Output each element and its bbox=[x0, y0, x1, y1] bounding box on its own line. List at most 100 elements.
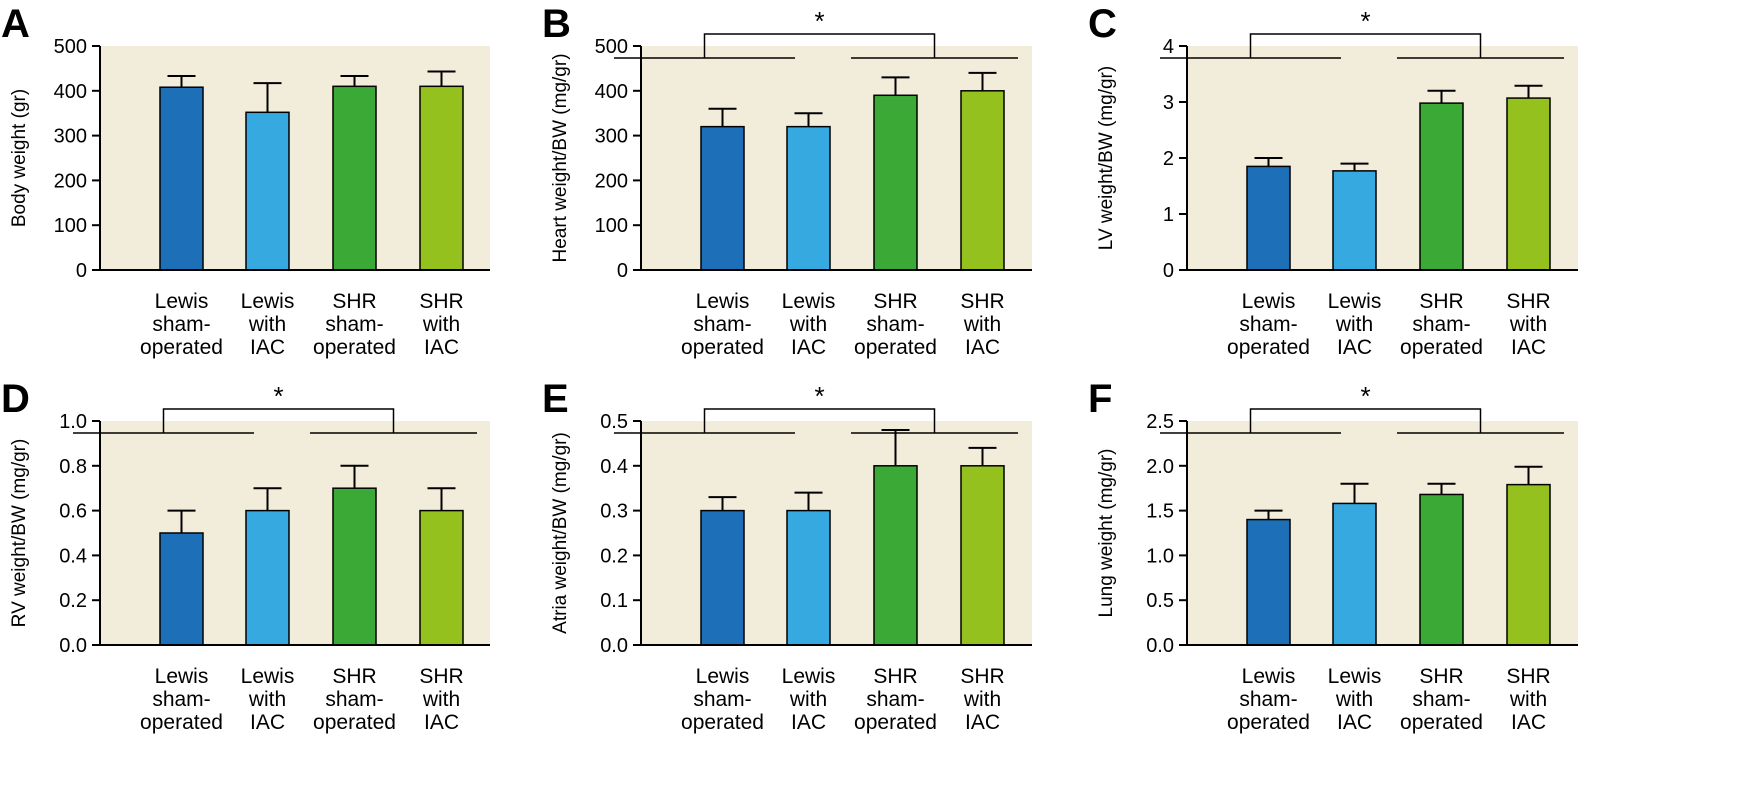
bar bbox=[419, 509, 464, 646]
category-label: SHR sham-operated bbox=[313, 290, 396, 359]
bar bbox=[700, 125, 745, 271]
bar bbox=[245, 509, 290, 646]
significance-marker: * bbox=[814, 381, 824, 411]
category-label: SHR sham-operated bbox=[1400, 290, 1483, 359]
category-label: Lewis sham-operated bbox=[681, 665, 764, 734]
y-tick-label: 0.1 bbox=[600, 590, 628, 612]
y-tick-label: 0.5 bbox=[1146, 590, 1174, 612]
y-tick-label: 500 bbox=[595, 36, 628, 58]
y-tick-label: 0 bbox=[76, 260, 87, 282]
bar bbox=[873, 465, 918, 646]
bar bbox=[245, 111, 290, 271]
significance-marker: * bbox=[814, 6, 824, 36]
y-tick-label: 0.8 bbox=[59, 456, 87, 478]
category-label: Lewis with IAC bbox=[241, 290, 295, 359]
panel-letter: C bbox=[1088, 2, 1117, 46]
category-label: SHR sham-operated bbox=[313, 665, 396, 734]
bar bbox=[786, 125, 831, 271]
bar bbox=[1506, 97, 1551, 271]
y-tick-label: 500 bbox=[54, 36, 87, 58]
chart-panel-c: C 0 1 2 3 4 LV weight/BW (mg/gr) Lewis sham-oper… bbox=[1088, 2, 1578, 359]
y-tick-label: 1.0 bbox=[59, 411, 87, 433]
category-label: Lewis sham-operated bbox=[140, 290, 223, 359]
category-label: SHR with IAC bbox=[1506, 665, 1550, 734]
y-tick-label: 3 bbox=[1163, 92, 1174, 114]
y-tick-label: 300 bbox=[595, 126, 628, 148]
y-tick-label: 0.0 bbox=[600, 635, 628, 657]
bar bbox=[1246, 518, 1291, 646]
bar bbox=[960, 90, 1005, 271]
category-label: Lewis with IAC bbox=[1328, 665, 1382, 734]
y-tick-label: 0.2 bbox=[600, 545, 628, 567]
y-tick-label: 0.2 bbox=[59, 590, 87, 612]
category-label: Lewis sham-operated bbox=[1227, 665, 1310, 734]
y-tick-label: 100 bbox=[595, 215, 628, 237]
y-tick-label: 2.0 bbox=[1146, 456, 1174, 478]
panel-letter: A bbox=[1, 2, 30, 46]
y-tick-label: 200 bbox=[54, 170, 87, 192]
y-tick-label: 1.0 bbox=[1146, 545, 1174, 567]
y-tick-label: 0.4 bbox=[600, 456, 628, 478]
bar bbox=[873, 94, 918, 271]
category-label: Lewis sham-operated bbox=[140, 665, 223, 734]
y-tick-label: 100 bbox=[54, 215, 87, 237]
y-tick-label: 400 bbox=[54, 81, 87, 103]
panel-letter: B bbox=[542, 2, 571, 46]
y-tick-label: 0.0 bbox=[59, 635, 87, 657]
bar bbox=[960, 465, 1005, 646]
bar bbox=[700, 509, 745, 646]
significance-marker: * bbox=[273, 381, 283, 411]
category-label: SHR with IAC bbox=[960, 665, 1004, 734]
y-tick-label: 0.3 bbox=[600, 501, 628, 523]
y-tick-label: 4 bbox=[1163, 36, 1174, 58]
significance-bracket bbox=[703, 408, 936, 433]
y-tick-label: 2.5 bbox=[1146, 411, 1174, 433]
bar bbox=[1332, 502, 1377, 646]
y-tick-label: 200 bbox=[595, 170, 628, 192]
category-label: SHR with IAC bbox=[419, 290, 463, 359]
category-label: SHR sham-operated bbox=[854, 665, 937, 734]
category-label: Lewis with IAC bbox=[1328, 290, 1382, 359]
bar bbox=[786, 509, 831, 646]
y-axis-label: Body weight (gr) bbox=[9, 89, 30, 227]
bar bbox=[332, 85, 377, 271]
panel-letter: D bbox=[1, 377, 30, 421]
chart-panel-e: E 0.0 0.1 0.2 0.3 0.4 0.5 Atria weight/BW (mg/g… bbox=[542, 377, 1032, 734]
significance-bracket bbox=[1249, 33, 1482, 58]
panel-letter: E bbox=[542, 377, 569, 421]
chart-panel-b: B 0 100 200 300 400 500 Heart weight/BW (mg/gr)… bbox=[542, 2, 1032, 359]
chart-panel-a: A 0 100 200 300 400 500 Body weight (gr) Lewis sh… bbox=[1, 2, 490, 359]
category-label: Lewis sham-operated bbox=[1227, 290, 1310, 359]
y-axis-label: Lung weight (mg/gr) bbox=[1096, 449, 1117, 618]
significance-marker: * bbox=[1360, 381, 1370, 411]
significance-bracket bbox=[703, 33, 936, 58]
y-tick-label: 0.5 bbox=[600, 411, 628, 433]
significance-bracket bbox=[162, 408, 395, 433]
category-label: Lewis sham-operated bbox=[681, 290, 764, 359]
bar bbox=[1419, 493, 1464, 646]
y-tick-label: 0 bbox=[1163, 260, 1174, 282]
category-label: Lewis with IAC bbox=[782, 290, 836, 359]
y-tick-label: 400 bbox=[595, 81, 628, 103]
bar bbox=[1506, 483, 1551, 646]
significance-bracket bbox=[1249, 408, 1482, 433]
y-axis-label: Atria weight/BW (mg/gr) bbox=[550, 432, 571, 634]
y-tick-label: 1 bbox=[1163, 204, 1174, 226]
y-tick-label: 0 bbox=[617, 260, 628, 282]
bar bbox=[1246, 165, 1291, 271]
chart-panel-d: D 0.0 0.2 0.4 0.6 0.8 1.0 RV weight/BW (mg/gr) L… bbox=[1, 377, 490, 734]
bar bbox=[1419, 102, 1464, 271]
category-label: SHR with IAC bbox=[1506, 290, 1550, 359]
y-tick-label: 0.4 bbox=[59, 545, 87, 567]
category-label: SHR sham-operated bbox=[1400, 665, 1483, 734]
category-label: Lewis with IAC bbox=[782, 665, 836, 734]
y-axis-label: RV weight/BW (mg/gr) bbox=[9, 439, 30, 628]
significance-marker: * bbox=[1360, 6, 1370, 36]
y-axis-label: LV weight/BW (mg/gr) bbox=[1096, 66, 1117, 250]
category-label: SHR with IAC bbox=[419, 665, 463, 734]
y-tick-label: 1.5 bbox=[1146, 501, 1174, 523]
y-tick-label: 300 bbox=[54, 126, 87, 148]
y-axis-label: Heart weight/BW (mg/gr) bbox=[550, 53, 571, 262]
panel-letter: F bbox=[1088, 377, 1112, 421]
